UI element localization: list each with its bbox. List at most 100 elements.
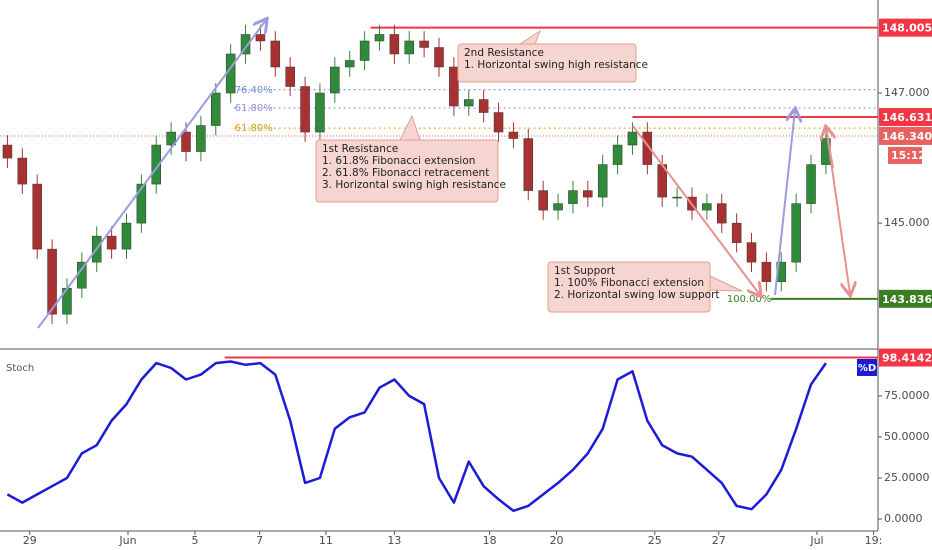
candle-body: [166, 131, 176, 146]
candle-body: [523, 138, 534, 191]
y-tick-label: 25.0000: [884, 471, 930, 484]
y-tick-label: 0.0000: [884, 512, 923, 525]
candle-body: [285, 66, 295, 87]
candle-body: [478, 99, 489, 113]
callout-text: 1. 61.8% Fibonacci extension: [322, 155, 475, 167]
legend-label: %D: [858, 363, 876, 374]
x-tick-label: Jul: [809, 534, 823, 547]
y-tick-label: 75.0000: [884, 389, 930, 402]
price-label: 143.836: [882, 293, 932, 306]
fib-label: 61.80%: [235, 103, 273, 114]
candle-body: [716, 203, 727, 224]
arrow: [826, 128, 833, 169]
price-label-box: [879, 18, 932, 37]
candle-body: [315, 92, 325, 133]
price-label: 98.4142: [882, 352, 932, 365]
callout-text: 3. Horizontal swing high resistance: [322, 179, 506, 191]
candle-body: [240, 34, 251, 55]
y-tick-label: 50.0000: [884, 430, 930, 443]
candle-body: [464, 99, 474, 107]
candle-body: [344, 60, 355, 68]
candle-body: [374, 34, 385, 42]
candle-body: [270, 40, 281, 68]
x-tick-label: 25: [648, 534, 662, 547]
x-tick-label: 29: [23, 534, 37, 547]
candle-body: [791, 203, 801, 263]
indicator-title: Stoch: [6, 363, 34, 374]
candle-body: [181, 131, 191, 152]
fib-label: 100.00%: [727, 294, 772, 305]
x-tick-label: 27: [712, 534, 726, 547]
x-tick-label: 7: [256, 534, 263, 547]
candle-body: [538, 190, 548, 211]
overlays: 148.005 146.631 146.340 15:12 143.836 2nd Res…: [315, 18, 932, 376]
candle-body: [508, 131, 519, 139]
y-tick-label: 147.000: [884, 86, 930, 99]
callout-text: 1st Resistance: [322, 143, 398, 155]
price-label-box: [879, 348, 932, 367]
callout-text: 2nd Resistance: [464, 47, 544, 59]
candle-body: [493, 112, 504, 133]
callout-text: 1st Support: [554, 265, 615, 277]
candle-body: [731, 222, 742, 243]
price-label: 146.631: [882, 111, 932, 124]
fib-label: 61.80%: [235, 123, 273, 134]
stoch-line: [6, 360, 827, 513]
marks: [2, 24, 831, 513]
callout-text: 1. 100% Fibonacci extension: [554, 277, 704, 289]
candle-body: [106, 235, 117, 250]
price-label-box: [879, 126, 932, 145]
candle-body: [151, 144, 162, 185]
arrow: [632, 125, 760, 295]
callout-box: [547, 261, 711, 313]
candle-body: [330, 66, 340, 94]
x-tick-label: Jun: [118, 534, 136, 547]
candle-body: [746, 242, 757, 263]
candle-body: [359, 40, 370, 61]
price-label-box: [879, 108, 932, 127]
y-tick-label: 145.000: [884, 216, 930, 229]
candle-body: [211, 92, 221, 126]
candle-body: [32, 183, 42, 250]
candle-body: [419, 40, 429, 48]
candle-body: [121, 222, 132, 250]
candle-body: [449, 66, 459, 107]
candle-body: [583, 190, 593, 198]
price-label: 146.340: [882, 130, 932, 143]
plot-area: 29 Jun 5 7 11 13 18 20 25 27 Jul 19: 147.000 145.000 7…: [0, 26, 930, 547]
countdown-box: [888, 146, 922, 164]
x-tick-label: 20: [550, 534, 564, 547]
candle-body: [17, 157, 28, 185]
candle-body: [702, 203, 712, 211]
candle-body: [672, 196, 682, 199]
arrow: [37, 20, 266, 329]
candle-body: [553, 203, 563, 211]
candle-body: [136, 183, 147, 224]
price-label: 148.005: [882, 22, 932, 35]
candle-body: [627, 131, 638, 146]
x-tick-label: 13: [387, 534, 401, 547]
candle-body: [196, 125, 206, 152]
x-tick-label: 19:: [865, 534, 883, 547]
candle-body: [761, 261, 772, 282]
candle-body: [612, 144, 623, 165]
drawings: [37, 20, 850, 329]
x-tick-label: 5: [191, 534, 198, 547]
callout-text: 2. Horizontal swing low support: [554, 289, 720, 301]
candle-body: [47, 248, 57, 315]
candle-body: [404, 40, 414, 55]
x-tick-label: 18: [483, 534, 497, 547]
candle-body: [389, 34, 400, 55]
candle-body: [597, 164, 608, 198]
legend-box: [857, 359, 877, 376]
candle-body: [300, 86, 310, 133]
arrow: [774, 110, 795, 296]
x-tick-label: 11: [319, 534, 333, 547]
candle-body: [642, 131, 653, 165]
fib-label: 76.40%: [235, 85, 273, 96]
callout-box: [457, 43, 637, 83]
candle-body: [255, 34, 266, 42]
